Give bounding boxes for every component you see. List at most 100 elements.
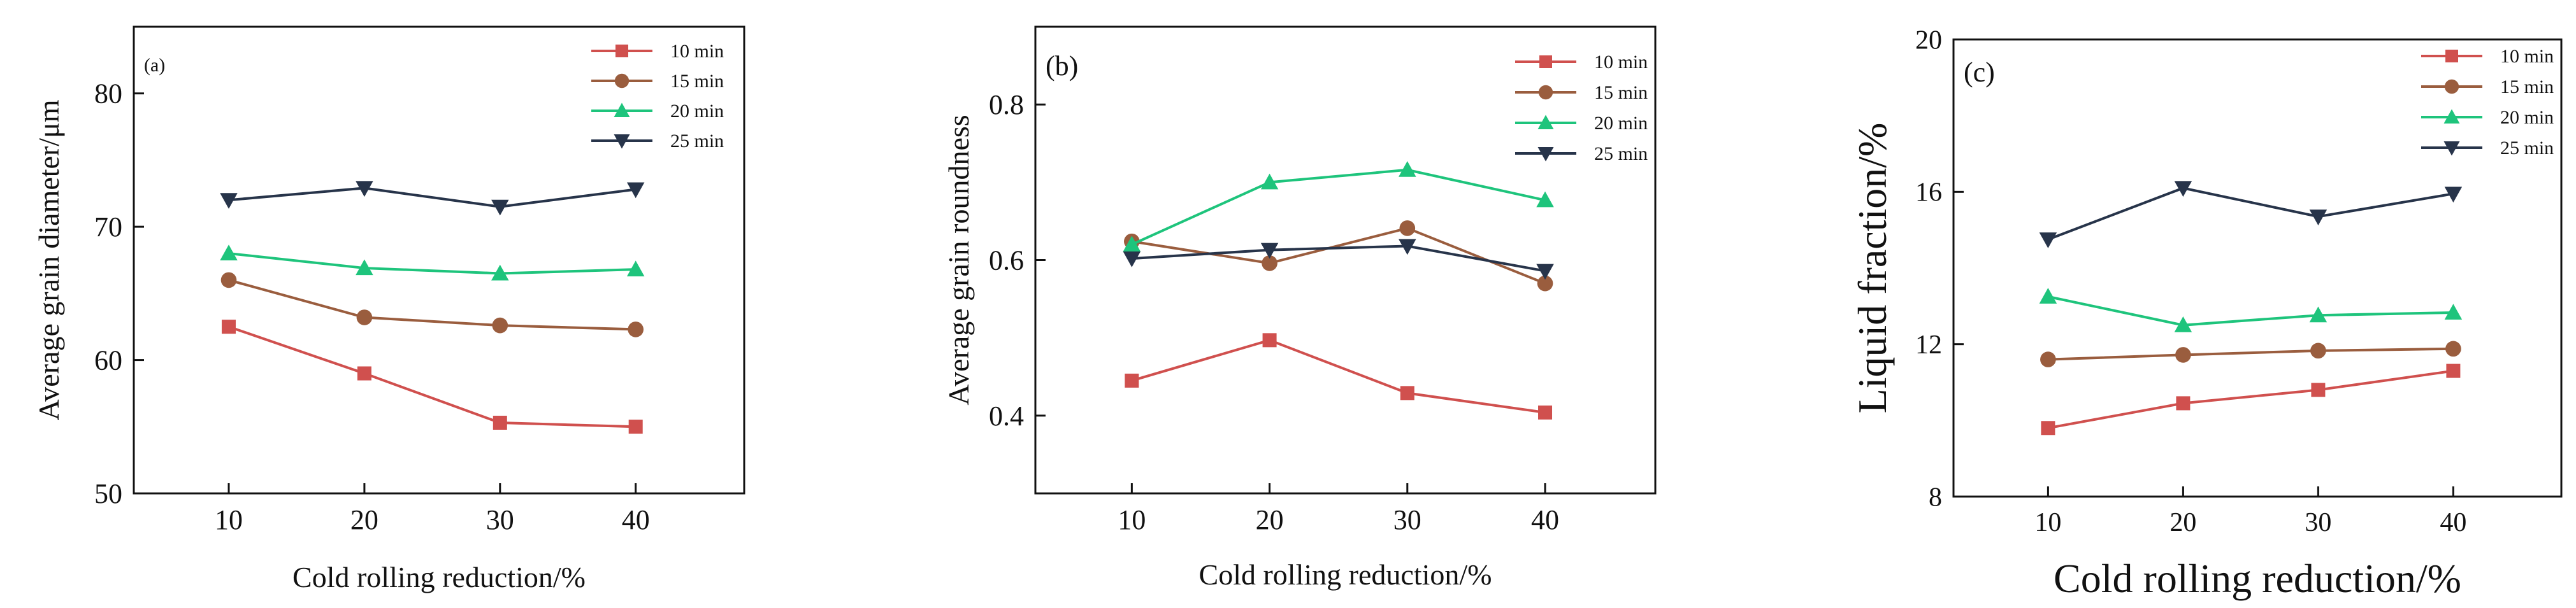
data-point — [356, 181, 373, 197]
legend-marker — [2445, 50, 2458, 62]
data-point — [2039, 288, 2057, 304]
data-point — [1125, 373, 1139, 388]
plot-frame — [1952, 38, 2563, 498]
x-axis-label: Cold rolling reduction/% — [292, 561, 586, 593]
y-tick-label: 12 — [1915, 330, 1942, 360]
y-tick-label: 0.4 — [989, 400, 1024, 432]
data-point — [1399, 220, 1416, 236]
y-tick-label: 8 — [1929, 483, 1942, 512]
data-point — [356, 309, 373, 325]
series-line — [2047, 187, 2454, 241]
legend-label: 15 min — [670, 71, 724, 92]
data-point — [626, 260, 645, 277]
data-point — [220, 272, 237, 288]
data-point — [1400, 386, 1414, 400]
legend-label: 20 min — [2500, 107, 2554, 128]
panel-label: (a) — [144, 55, 165, 76]
data-point — [1399, 161, 1416, 177]
panel-label: (b) — [1046, 50, 1078, 81]
y-tick-label: 60 — [94, 345, 122, 376]
series-line — [2048, 347, 2454, 361]
x-tick-label: 40 — [2440, 508, 2466, 537]
x-tick-label: 20 — [350, 504, 378, 535]
data-point — [2446, 364, 2461, 378]
series-line — [1132, 244, 1546, 272]
legend-label: 25 min — [670, 131, 724, 152]
legend-label: 10 min — [1594, 52, 1648, 73]
data-point — [1538, 405, 1553, 420]
data-point — [1123, 236, 1141, 252]
y-tick-label: 0.8 — [989, 89, 1024, 120]
data-point — [2175, 347, 2191, 363]
legend: 10 min 15 min 20 min 25 min — [2421, 46, 2554, 159]
legend-label: 15 min — [2500, 76, 2554, 97]
legend-marker — [2443, 109, 2460, 124]
x-tick-label: 10 — [215, 504, 243, 535]
data-point — [1260, 173, 1279, 190]
legend-marker — [1539, 55, 1552, 68]
data-point — [493, 416, 507, 430]
legend-label: 25 min — [1594, 143, 1648, 164]
data-point — [1123, 251, 1141, 267]
series-line — [228, 187, 636, 208]
legend-marker — [614, 134, 630, 149]
y-axis-label: Liquid fraction/% — [1850, 123, 1895, 414]
data-point — [2309, 306, 2328, 323]
data-point — [626, 182, 645, 199]
data-point — [491, 199, 509, 216]
legend-label: 10 min — [670, 41, 724, 62]
x-tick-label: 20 — [2169, 508, 2196, 537]
data-point — [2309, 209, 2328, 225]
y-tick-label: 0.6 — [989, 244, 1024, 276]
legend-label: 25 min — [2500, 138, 2554, 159]
data-point — [2444, 304, 2463, 320]
series-line — [2047, 295, 2454, 327]
series-line — [1132, 227, 1546, 285]
legend: 10 min 15 min 20 min 25 min — [591, 41, 724, 152]
chart-panel-2: 10 20 30 40 0.4 0.6 0.8 Cold rolling reduction/… — [942, 25, 1657, 591]
data-point — [222, 320, 236, 334]
y-tick-label: 20 — [1915, 25, 1942, 55]
x-tick-label: 30 — [1393, 504, 1421, 535]
legend-marker — [1537, 115, 1554, 129]
x-tick-label: 40 — [1531, 504, 1559, 535]
data-point — [2041, 421, 2055, 435]
data-point — [1537, 275, 1553, 292]
chart-panel-1: 10 20 30 40 50 60 70 80 Cold rolling reduction/%… — [32, 25, 745, 593]
y-tick-label: 50 — [94, 478, 122, 509]
x-tick-label: 30 — [2305, 508, 2331, 537]
chart-panel-3: 10 20 30 40 8 12 16 20 Cold rolling reduction/% L… — [1850, 25, 2563, 601]
legend-marker — [614, 73, 630, 88]
legend: 10 min 15 min 20 min 25 min — [1515, 52, 1648, 164]
y-axis-label: Average grain diameter/μm — [32, 99, 65, 420]
legend-label: 10 min — [2500, 46, 2554, 67]
data-point — [1536, 191, 1554, 208]
data-point — [356, 259, 373, 276]
x-axis-label: Cold rolling reduction/% — [1199, 558, 1492, 591]
x-tick-label: 10 — [1118, 504, 1146, 535]
y-tick-label: 70 — [94, 211, 122, 243]
y-tick-label: 16 — [1915, 178, 1942, 208]
data-point — [1536, 264, 1554, 280]
data-point — [2174, 181, 2192, 197]
legend-label: 20 min — [670, 101, 724, 122]
legend-marker — [615, 45, 628, 57]
legend-marker — [1538, 85, 1553, 100]
legend-label: 20 min — [1594, 113, 1648, 134]
x-tick-label: 30 — [486, 504, 514, 535]
y-tick-label: 80 — [94, 78, 122, 110]
plot-frame — [133, 25, 745, 495]
x-tick-label: 10 — [2034, 508, 2061, 537]
data-point — [492, 317, 508, 334]
data-point — [1399, 239, 1416, 255]
x-axis-label: Cold rolling reduction/% — [2054, 556, 2461, 601]
series-line — [2048, 369, 2454, 430]
data-point — [2311, 383, 2326, 397]
legend-marker — [2443, 141, 2460, 156]
data-point — [2444, 187, 2463, 203]
legend-marker — [2444, 79, 2459, 94]
data-point — [2040, 351, 2056, 367]
data-point — [220, 193, 238, 209]
data-point — [1260, 243, 1279, 259]
